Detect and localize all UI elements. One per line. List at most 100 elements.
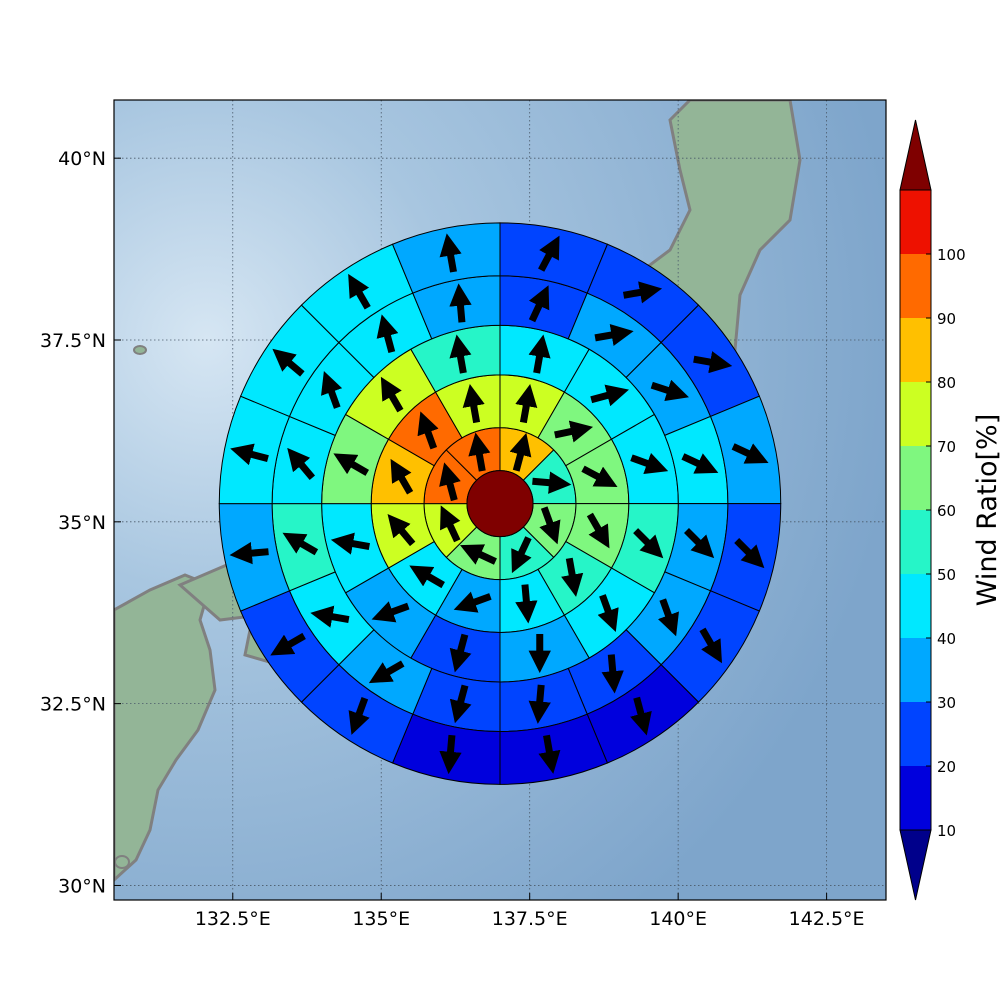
colorbar-tick-label-9: 100 [937,246,966,264]
colorbar: Wind Ratio[%] 10 20 30 40 50 60 70 80 90 100 [899,119,1000,901]
colorbar-tick-label-3: 40 [937,630,956,648]
arrow-ring-1-11 [462,383,485,424]
arrow-ring-1-2 [581,465,618,488]
arrow-ring-3-5 [657,598,679,637]
colorbar-tick-label-1: 20 [937,758,956,776]
x-tick-label-2: 137.5°E [492,908,568,930]
arrow-ring-3-2 [650,379,689,402]
arrow-ring-2-2 [630,452,669,474]
arrow-ring-4-6 [630,696,652,736]
arrow-ring-0-5 [440,505,461,543]
arrow-ring-2-11 [449,334,472,374]
y-tick-label-0: 30°N [58,875,106,897]
x-tick-label-4: 142.5°E [789,908,865,930]
arrow-ring-3-1 [594,323,634,347]
arrow-ring-0-7 [468,432,491,472]
arrow-ring-2-4 [597,594,619,633]
arrow-ring-3-4 [684,528,715,559]
arrow-ring-3-13 [321,370,343,409]
arrow-ring-1-7 [409,565,445,589]
y-tick-label-4: 40°N [58,148,106,170]
y-tick-label-1: 32.5°N [40,694,106,716]
colorbar-segment-3 [900,574,931,638]
land-kyushu [114,573,217,883]
arrow-ring-4-7 [538,734,561,774]
land-island-small [114,855,130,869]
arrow-ring-1-8 [387,513,416,547]
arrow-ring-4-0 [538,235,560,272]
arrow-ring-3-6 [601,654,624,694]
arrow-ring-4-14 [348,273,371,310]
arrow-ring-1-4 [561,557,584,597]
arrow-ring-1-5 [515,584,538,624]
arrow-ring-2-1 [590,384,629,407]
map-border [113,99,887,901]
colorbar-tick-label-5: 60 [937,502,956,520]
arrow-ring-3-3 [681,453,719,474]
arrow-ring-0-3 [511,536,532,574]
colorbar-tick-label-4: 50 [937,566,956,584]
arrow-ring-4-9 [348,696,370,735]
arrow-ring-1-10 [417,411,439,450]
y-tick-label-2: 35°N [58,512,106,534]
wind-direction-arrows [229,233,769,775]
x-tick-label-1: 135°E [352,908,410,930]
arrow-ring-3-11 [282,532,319,556]
colorbar-segment-9 [900,190,931,254]
arrow-ring-1-6 [453,591,492,613]
y-tick-label-3: 37.5°N [40,330,106,352]
latitude-ticks: 30°N 32.5°N 35°N 37.5°N 40°N [40,148,121,897]
arrow-ring-4-13 [272,348,305,377]
arrow-ring-2-0 [528,334,551,374]
wind-ratio-rings [218,222,782,785]
arrow-ring-1-1 [554,420,594,443]
arrow-ring-3-14 [376,314,399,354]
colorbar-segment-2 [900,638,931,702]
arrow-ring-4-8 [439,734,462,775]
x-tick-label-0: 132.5°E [195,908,271,930]
arrow-ring-0-4 [460,544,497,565]
colorbar-segment-0 [900,766,931,830]
colorbar-tick-label-6: 70 [937,438,956,456]
colorbar-segment-6 [900,382,931,446]
colorbar-segment-5 [900,446,931,510]
x-tick-label-3: 140°E [649,908,707,930]
colorbar-segment-8 [900,254,931,318]
arrow-ring-3-15 [449,283,472,323]
colorbar-over-arrow [899,119,932,191]
ring-4-sector-15 [391,222,501,294]
arrow-ring-3-10 [310,605,350,628]
arrow-ring-4-1 [622,281,663,304]
arrow-ring-0-1 [532,471,572,494]
colorbar-tick-label-7: 80 [937,374,956,392]
arrow-ring-4-15 [439,233,462,273]
arrow-ring-1-9 [390,458,414,495]
arrow-ring-1-3 [586,512,610,549]
arrow-ring-3-9 [368,660,405,684]
arrow-ring-4-10 [270,632,306,656]
colorbar-segment-4 [900,510,931,574]
arrow-ring-3-0 [528,285,550,323]
arrow-ring-2-6 [449,633,472,673]
colorbar-segment-1 [900,702,931,766]
arrow-ring-2-8 [330,532,370,555]
arrow-ring-2-9 [333,453,369,476]
center-disc [466,470,534,538]
arrow-ring-2-3 [633,528,664,559]
arrow-ring-2-10 [380,376,404,413]
arrow-ring-0-0 [509,432,532,472]
arrow-ring-2-7 [371,601,410,623]
arrow-ring-4-4 [734,538,765,569]
map-frame: 132.5°E 135°E 137.5°E 140°E 142.5°E 30°N 32.5… [40,99,887,930]
arrow-ring-1-0 [515,383,538,424]
colorbar-title: Wind Ratio[%] [972,414,1000,606]
arrow-ring-4-2 [693,351,733,374]
arrow-ring-4-3 [731,443,769,464]
arrow-ring-4-11 [229,541,269,565]
arrow-ring-3-12 [287,447,316,481]
arrow-ring-0-2 [539,506,561,545]
arrow-ring-4-5 [699,627,723,664]
colorbar-under-arrow [899,829,932,901]
arrow-ring-3-7 [528,684,551,724]
